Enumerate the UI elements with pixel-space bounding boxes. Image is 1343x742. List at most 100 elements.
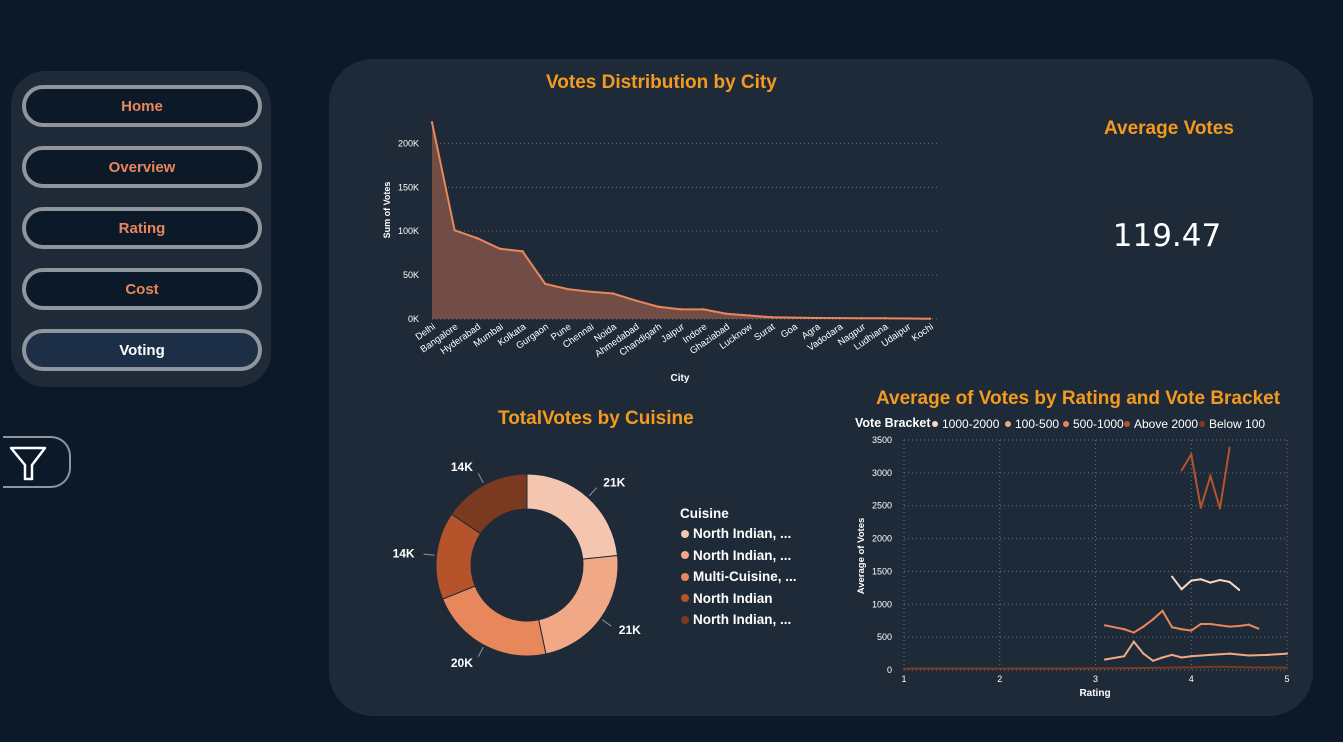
donut-slice	[450, 473, 528, 535]
donut-leader-line	[477, 646, 484, 658]
vote-bracket-legend-item[interactable]: 500-1000	[1063, 417, 1124, 431]
donut-slice	[441, 585, 547, 657]
vote-bracket-legend-item[interactable]: 100-500	[1005, 417, 1059, 431]
series-point	[1257, 627, 1260, 630]
vote-bracket-legend-item[interactable]: 1000-2000	[932, 417, 999, 431]
x-tick-label: Jaipur	[659, 321, 687, 345]
y-axis-label: Sum of Votes	[382, 182, 392, 239]
filter-button[interactable]	[3, 436, 71, 488]
data-point	[815, 316, 819, 320]
series-point	[1190, 579, 1193, 582]
series-point	[1266, 653, 1269, 656]
x-tick-label: 5	[1284, 674, 1289, 684]
nav-home-label: Home	[121, 97, 163, 115]
x-tick-label: Goa	[779, 321, 801, 341]
nav-voting-label: Voting	[119, 341, 165, 359]
series-point	[1209, 653, 1212, 656]
series-point	[1285, 652, 1289, 655]
x-tick-label: Kochi	[910, 321, 936, 344]
series-point	[1161, 656, 1164, 659]
main-panel	[329, 59, 1313, 716]
vote-bracket-legend-item[interactable]: Below 100	[1199, 417, 1265, 431]
data-point	[453, 229, 456, 232]
series-point	[1228, 652, 1231, 655]
legend-dot-icon	[681, 551, 689, 559]
nav-rating-button[interactable]: Rating	[22, 207, 262, 249]
series-point	[1161, 609, 1164, 612]
cuisine-legend-item[interactable]: North Indian, ...	[681, 526, 791, 541]
series-point	[1228, 446, 1231, 449]
filter-icon	[9, 446, 47, 481]
legend-label: North Indian, ...	[693, 526, 792, 541]
nav-cost-label: Cost	[125, 280, 159, 298]
series-point	[1132, 631, 1135, 634]
series-point	[998, 667, 1001, 670]
vote-bracket-legend-title: Vote Bracket	[855, 416, 931, 430]
nav-cost-button[interactable]: Cost	[22, 268, 262, 310]
data-point	[566, 287, 570, 291]
nav-home-button[interactable]: Home	[22, 85, 262, 127]
donut-leader-line	[588, 487, 597, 497]
kpi-value: 119.47	[1112, 218, 1222, 254]
x-tick-label: 3	[1093, 674, 1098, 684]
y-tick-label: 2500	[872, 501, 892, 511]
series-point	[1228, 625, 1231, 628]
legend-dot-icon	[932, 421, 938, 427]
y-tick-label: 1000	[872, 599, 892, 609]
legend-label: North Indian, ...	[693, 612, 792, 627]
series-point	[1190, 666, 1193, 669]
cuisine-donut-chart: 21K 21K 20K 14K 14K	[393, 460, 642, 670]
series-point	[1247, 654, 1250, 657]
legend-dot-icon	[1124, 421, 1130, 427]
donut-data-label: 20K	[451, 656, 473, 670]
series-point	[1238, 588, 1241, 591]
nav-overview-label: Overview	[108, 158, 176, 176]
kpi-title: Average Votes	[1104, 118, 1234, 139]
series-point	[1285, 666, 1289, 669]
cuisine-legend-item[interactable]: North Indian, ...	[681, 612, 791, 627]
series-point	[1180, 656, 1183, 659]
series-point	[1218, 665, 1222, 668]
donut-slice	[538, 554, 619, 655]
area-fill	[432, 122, 930, 319]
series-line	[1104, 640, 1288, 662]
series-point	[1056, 667, 1059, 670]
series-point	[1190, 629, 1193, 632]
y-tick-label: 3500	[872, 435, 892, 445]
series-point	[1123, 655, 1126, 658]
y-tick-label: 0	[887, 665, 892, 675]
nav-voting-button[interactable]: Voting	[22, 329, 262, 371]
data-point	[657, 305, 660, 308]
series-point	[1123, 628, 1126, 631]
series-point	[1151, 618, 1155, 621]
legend-label: Below 100	[1209, 417, 1266, 431]
rating-chart-title: Average of Votes by Rating and Vote Brac…	[876, 388, 1281, 409]
data-point	[770, 316, 773, 319]
cuisine-legend-item[interactable]: Multi-Cuisine, ...	[681, 569, 797, 584]
y-tick-label: 500	[877, 632, 892, 642]
y-tick-label: 200K	[398, 138, 419, 148]
legend-dot-icon	[681, 529, 689, 538]
legend-dot-icon	[1063, 421, 1069, 427]
vote-bracket-legend-item[interactable]: Above 2000	[1124, 417, 1198, 431]
series-point	[1190, 655, 1193, 658]
cuisine-legend-item[interactable]: North Indian, ...	[681, 548, 791, 563]
nav-overview-button[interactable]: Overview	[22, 146, 262, 188]
donut-leader-line	[477, 472, 484, 484]
city-chart-title: Votes Distribution by City	[546, 72, 777, 93]
data-point	[498, 247, 502, 250]
data-point	[860, 317, 864, 320]
legend-label: Multi-Cuisine, ...	[693, 569, 797, 584]
data-point	[430, 121, 434, 124]
data-point	[883, 317, 886, 320]
series-point	[1151, 659, 1155, 662]
data-point	[589, 290, 592, 293]
series-point	[902, 667, 906, 670]
data-point	[725, 312, 728, 315]
cuisine-legend-item[interactable]: North Indian	[681, 591, 773, 606]
data-point	[838, 316, 841, 320]
donut-data-label: 14K	[393, 546, 415, 560]
series-line	[1104, 609, 1259, 634]
x-axis-label: Rating	[1079, 688, 1110, 699]
y-tick-label: 100K	[398, 226, 419, 236]
